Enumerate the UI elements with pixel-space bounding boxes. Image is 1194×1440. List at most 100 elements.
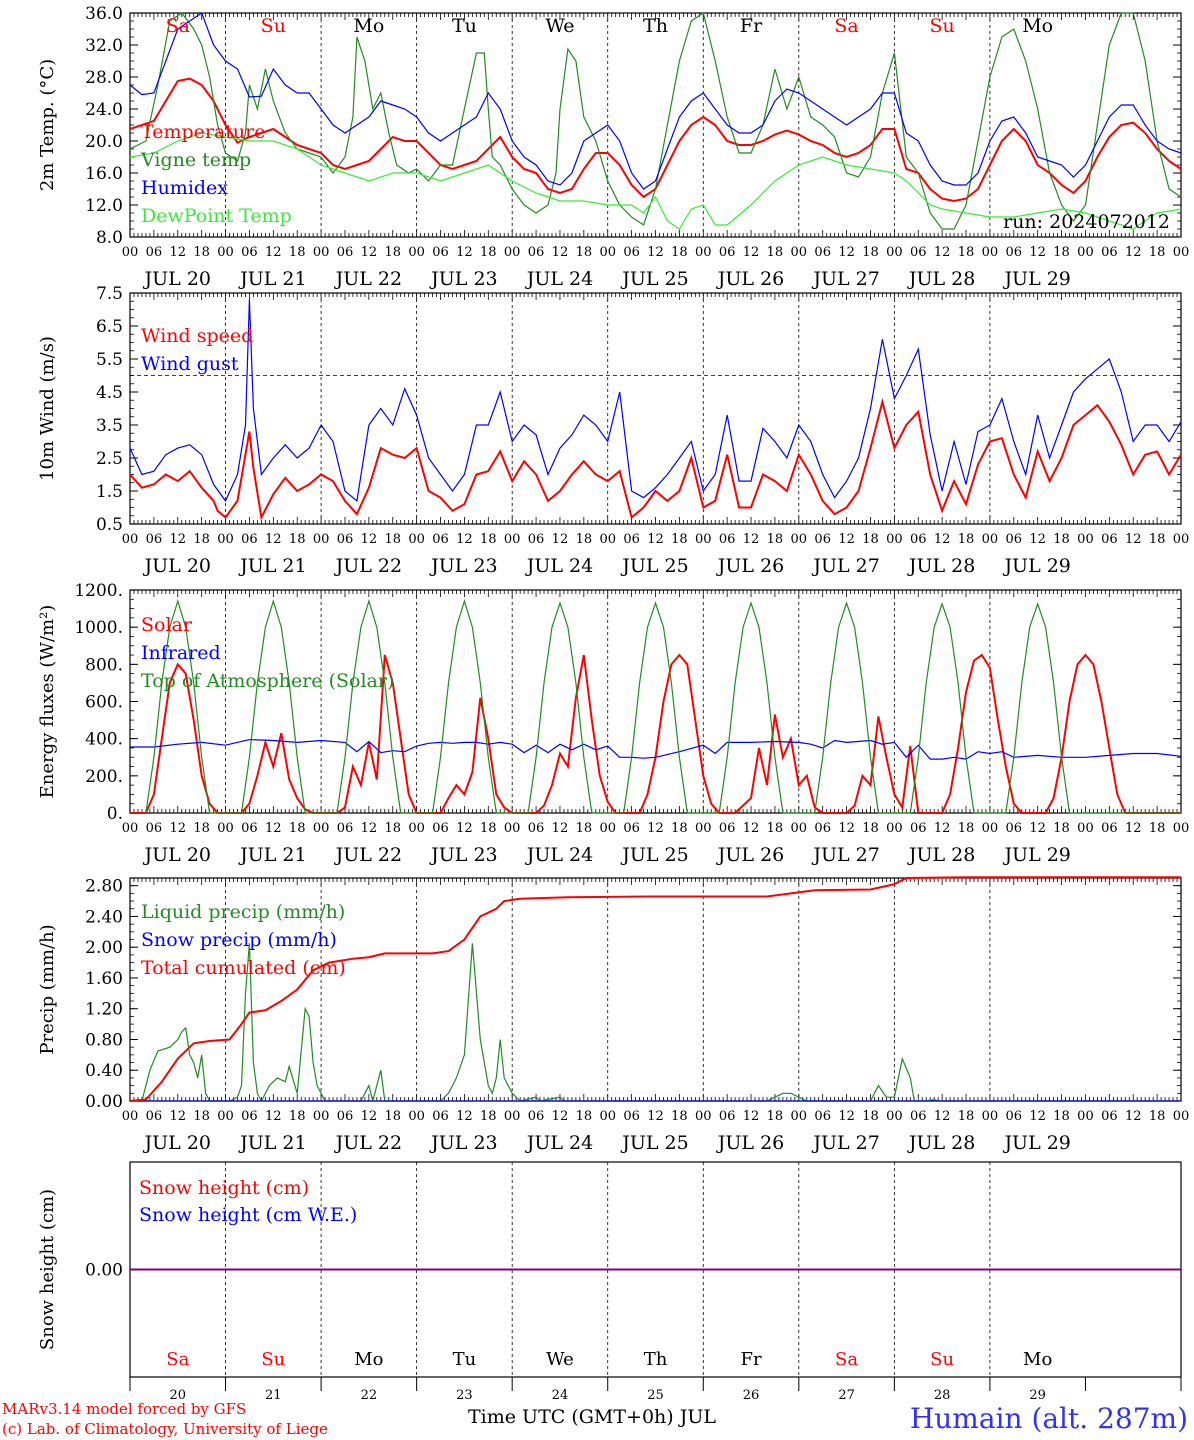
hour-label: 06 — [1006, 532, 1023, 547]
hour-label: 06 — [623, 821, 640, 836]
hour-label: 12 — [552, 1109, 569, 1124]
hour-label: 12 — [743, 821, 760, 836]
y-tick-label: 800. — [85, 655, 123, 675]
legend-entry: Snow precip (mm/h) — [141, 929, 337, 951]
hour-label: 06 — [528, 532, 545, 547]
series-line-3 — [129, 876, 1181, 1102]
hour-label: 12 — [647, 821, 664, 836]
hour-label: 06 — [241, 1109, 258, 1124]
y-axis-label: Precip (mm/h) — [37, 924, 58, 1054]
date-label: JUL 27 — [811, 844, 879, 866]
y-tick-label: 32.0 — [85, 36, 123, 56]
hour-label: 00 — [982, 1109, 999, 1124]
legend-entry: Liquid precip (mm/h) — [141, 901, 345, 923]
date-label: JUL 25 — [620, 1132, 688, 1154]
hour-label: 06 — [241, 532, 258, 547]
y-tick-label: 6.5 — [96, 317, 123, 337]
y-axis-label: 10m Wind (m/s) — [37, 336, 58, 481]
hour-label: 00 — [217, 1109, 234, 1124]
hour-label: 12 — [1029, 532, 1046, 547]
hour-label: 00 — [122, 532, 139, 547]
hour-label: 06 — [528, 1109, 545, 1124]
day-number: 21 — [265, 1388, 282, 1403]
y-tick-label: 0. — [107, 804, 123, 824]
hour-label: 18 — [1149, 821, 1166, 836]
y-tick-label: 5.5 — [96, 350, 123, 370]
hour-label: 18 — [1053, 245, 1070, 260]
hour-label: 18 — [1149, 532, 1166, 547]
hour-label: 12 — [361, 532, 378, 547]
hour-label: 06 — [814, 821, 831, 836]
date-label: JUL 25 — [620, 268, 688, 290]
hour-label: 00 — [791, 245, 808, 260]
day-abbr: Tu — [452, 15, 477, 37]
series-line-2 — [129, 12, 1182, 230]
date-label: JUL 28 — [907, 844, 975, 866]
y-tick-label: 400. — [85, 730, 123, 750]
y-tick-label: 3.5 — [96, 416, 123, 436]
hour-label: 00 — [982, 245, 999, 260]
hour-label: 00 — [599, 821, 616, 836]
hour-label: 18 — [289, 1109, 306, 1124]
hour-label: 18 — [193, 821, 210, 836]
y-tick-label: 0.80 — [85, 1030, 123, 1050]
y-tick-label: 12.0 — [85, 196, 123, 216]
hour-label: 06 — [623, 532, 640, 547]
hour-label: 18 — [384, 245, 401, 260]
day-abbr: Tu — [453, 1349, 477, 1370]
date-label: JUL 20 — [143, 555, 211, 577]
hour-label: 00 — [695, 245, 712, 260]
hour-label: 12 — [361, 1109, 378, 1124]
hour-label: 12 — [1125, 532, 1142, 547]
hour-label: 12 — [934, 821, 951, 836]
date-label: JUL 25 — [620, 844, 688, 866]
hour-label: 18 — [958, 532, 975, 547]
hour-label: 18 — [289, 245, 306, 260]
hour-label: 12 — [552, 821, 569, 836]
y-tick-label: 1.5 — [96, 482, 123, 502]
y-tick-label: 0.00 — [85, 1092, 123, 1112]
hour-label: 12 — [1125, 1109, 1142, 1124]
day-abbr: Sa — [835, 1349, 858, 1370]
hour-label: 00 — [982, 532, 999, 547]
date-label: JUL 26 — [716, 268, 784, 290]
hour-label: 18 — [767, 821, 784, 836]
hour-label: 12 — [647, 1109, 664, 1124]
day-number: 26 — [743, 1388, 760, 1403]
hour-label: 12 — [169, 532, 186, 547]
hour-label: 06 — [623, 1109, 640, 1124]
hour-label: 06 — [719, 245, 736, 260]
footer-lab-credit: (c) Lab. of Climatology, University of L… — [2, 1420, 328, 1438]
date-label: JUL 24 — [525, 268, 593, 290]
date-label: JUL 24 — [525, 555, 593, 577]
hour-label: 18 — [193, 532, 210, 547]
date-label: JUL 27 — [811, 555, 879, 577]
hour-label: 12 — [169, 245, 186, 260]
date-label: JUL 29 — [1002, 555, 1070, 577]
panel-2: 0.5 1.5 2.5 3.5 4.5 5.5 6.5 7.5 10m Wind (m/s) Wi… — [37, 284, 1189, 577]
hour-label: 18 — [671, 532, 688, 547]
hour-label: 12 — [1029, 821, 1046, 836]
hour-label: 18 — [384, 532, 401, 547]
hour-label: 06 — [1101, 821, 1118, 836]
hour-label: 06 — [1101, 532, 1118, 547]
date-label: JUL 23 — [429, 844, 497, 866]
plot-frame — [129, 589, 1182, 814]
hour-label: 18 — [958, 821, 975, 836]
hour-label: 18 — [384, 821, 401, 836]
hour-label: 12 — [456, 245, 473, 260]
hour-label: 00 — [408, 1109, 425, 1124]
hour-label: 18 — [1053, 1109, 1070, 1124]
hour-label: 12 — [1125, 245, 1142, 260]
hour-label: 12 — [647, 532, 664, 547]
day-abbr: Su — [261, 1349, 285, 1370]
hour-label: 12 — [265, 245, 282, 260]
plot-frame — [129, 292, 1182, 525]
y-tick-label: 1.60 — [85, 969, 123, 989]
date-label: JUL 21 — [238, 844, 306, 866]
hour-label: 06 — [1101, 245, 1118, 260]
date-label: JUL 26 — [716, 844, 784, 866]
hour-label: 18 — [862, 245, 879, 260]
hour-label: 00 — [1173, 532, 1190, 547]
